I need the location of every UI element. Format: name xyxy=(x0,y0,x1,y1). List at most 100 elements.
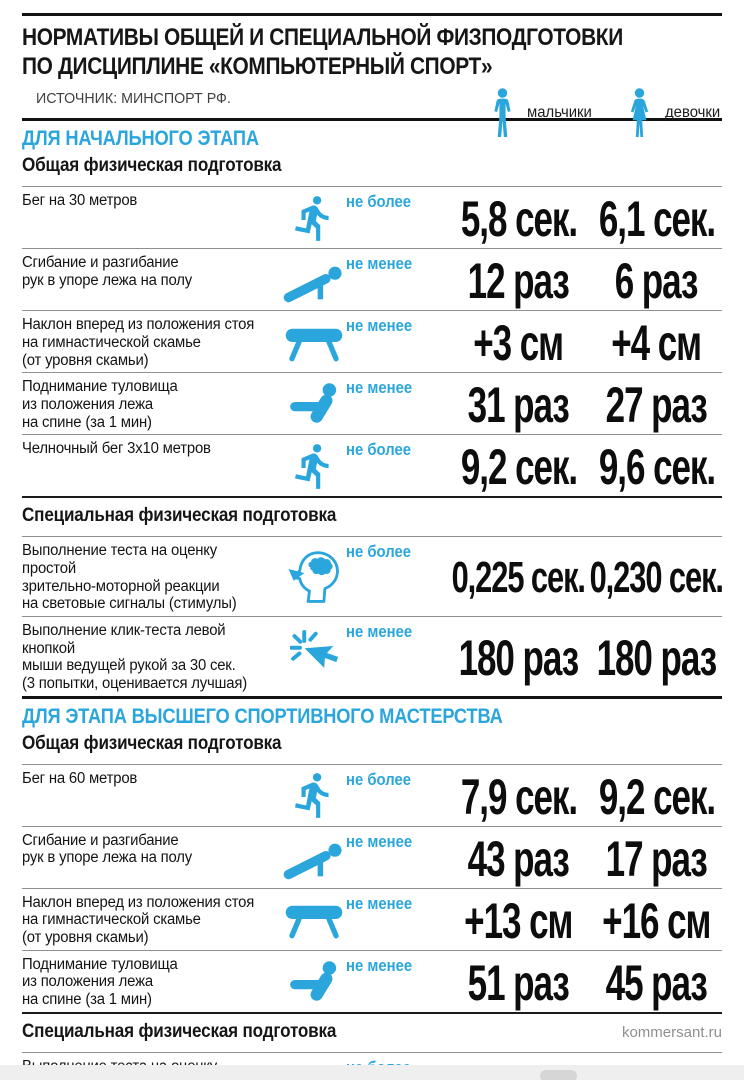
legend-boys-label: мальчики xyxy=(526,104,592,121)
section-heading-band: ДЛЯ НАЧАЛЬНОГО ЭТАПА xyxy=(22,121,722,152)
girls-value: +16 см xyxy=(602,892,711,949)
exercise-label: Бег на 60 метров xyxy=(22,769,138,787)
threshold-label: не менее xyxy=(346,894,413,913)
girls-value: 17 раз xyxy=(605,830,708,887)
threshold-label: не более xyxy=(346,770,411,789)
watermark: kommersant.ru xyxy=(621,1023,722,1041)
girls-value: 9,2 сек. xyxy=(598,768,715,825)
norms-table: ДЛЯ НАЧАЛЬНОГО ЭТАПА Общая физическая по… xyxy=(0,118,744,1080)
table-row: Сгибание и разгибание рук в упоре лежа на… xyxy=(22,825,722,888)
exercise-icon-cell xyxy=(282,765,346,826)
boys-value: 0,225 сек. xyxy=(451,553,586,603)
title-line-2: ПО ДИСЦИПЛИНЕ «КОМПЬЮТЕРНЫЙ СПОРТ» xyxy=(22,52,493,80)
page-title: НОРМАТИВЫ ОБЩЕЙ И СПЕЦИАЛЬНОЙ ФИЗПОДГОТО… xyxy=(22,24,722,110)
girls-value: 6 раз xyxy=(615,253,699,310)
threshold-label: не менее xyxy=(346,832,413,851)
threshold-label: не более xyxy=(346,441,411,460)
title-line-1: НОРМАТИВЫ ОБЩЕЙ И СПЕЦИАЛЬНОЙ ФИЗПОДГОТО… xyxy=(22,24,623,51)
boys-value: 12 раз xyxy=(467,253,570,310)
runner-icon xyxy=(289,193,339,243)
girls-value: 45 раз xyxy=(605,954,708,1011)
girls-value: 180 раз xyxy=(596,629,717,686)
legend-boys: мальчики xyxy=(487,88,597,138)
exercise-label: Поднимание туловища из положения лежа на с… xyxy=(22,955,178,1009)
exercise-label: Наклон вперед из положения стоя на гимнас… xyxy=(22,893,255,947)
group-subheading: Общая физическая подготовка xyxy=(22,732,282,754)
section: ДЛЯ НАЧАЛЬНОГО ЭТАПА Общая физическая по… xyxy=(22,118,724,696)
girls-value: 6,1 сек. xyxy=(598,191,715,248)
exercise-label: Выполнение клик-теста левой кнопкой мыши … xyxy=(22,622,248,693)
boys-value: 9,2 сек. xyxy=(460,439,577,496)
exercise-label: Сгибание и разгибание рук в упоре лежа на… xyxy=(22,254,192,290)
threshold-label: не менее xyxy=(346,317,413,336)
exercise-icon-cell xyxy=(282,951,346,1012)
boys-value: +13 см xyxy=(464,892,573,949)
exercise-label: Челночный бег 3х10 метров xyxy=(22,440,211,458)
exercise-icon-cell xyxy=(282,889,346,950)
top-divider xyxy=(22,13,722,16)
male-figure-icon xyxy=(487,88,518,138)
section-heading: ДЛЯ ЭТАПА ВЫСШЕГО СПОРТИВНОГО МАСТЕРСТВА xyxy=(22,704,503,728)
exercise-icon-cell xyxy=(282,537,346,616)
exercise-group: Общая физическая подготовка Бег на 30 ме… xyxy=(22,152,722,496)
threshold-label: не менее xyxy=(346,379,413,398)
runner-icon xyxy=(289,770,339,820)
situp-icon xyxy=(289,960,339,1003)
table-row: Наклон вперед из положения стоя на гимнас… xyxy=(22,887,722,950)
exercise-label: Сгибание и разгибание рук в упоре лежа на… xyxy=(22,831,192,867)
runner-icon xyxy=(289,441,339,491)
header: НОРМАТИВЫ ОБЩЕЙ И СПЕЦИАЛЬНОЙ ФИЗПОДГОТО… xyxy=(22,24,722,110)
exercise-label: Наклон вперед из положения стоя на гимнас… xyxy=(22,316,255,369)
exercise-icon-cell xyxy=(282,827,346,888)
threshold-label: не менее xyxy=(346,956,413,975)
exercise-icon-cell xyxy=(282,617,346,696)
exercise-group: Общая физическая подготовка Бег на 60 ме… xyxy=(22,730,722,1012)
table-row: Наклон вперед из положения стоя на гимнас… xyxy=(22,310,722,372)
reaction-icon xyxy=(286,550,343,604)
threshold-label: не более xyxy=(346,543,411,562)
threshold-label: не менее xyxy=(346,623,413,642)
group-subheading: Общая физическая подготовка xyxy=(22,155,282,177)
legend-girls: девочки xyxy=(623,88,724,138)
group-subheading: Специальная физическая подготовка xyxy=(22,1020,337,1042)
exercise-icon-cell xyxy=(282,249,346,310)
legend: мальчики девочки xyxy=(487,88,724,138)
exercise-label: Бег на 30 метров xyxy=(22,192,138,210)
boys-value: 31 раз xyxy=(467,377,570,434)
section: ДЛЯ ЭТАПА ВЫСШЕГО СПОРТИВНОГО МАСТЕРСТВА… xyxy=(22,695,724,1080)
girls-value: 9,6 сек. xyxy=(598,439,715,496)
exercise-icon-cell xyxy=(282,435,346,496)
legend-girls-label: девочки xyxy=(664,104,720,121)
threshold-label: не менее xyxy=(346,255,413,274)
click-icon xyxy=(290,630,338,682)
bench-icon xyxy=(284,322,344,362)
exercise-icon-cell xyxy=(282,373,346,434)
exercise-icon-cell xyxy=(282,187,346,248)
boys-value: +3 см xyxy=(473,315,565,372)
table-row: Бег на 30 метров не более 5,8 сек. 6,1 с… xyxy=(22,186,722,248)
group-subheading: Специальная физическая подготовка xyxy=(22,505,337,527)
bench-icon xyxy=(284,899,344,939)
table-row: Челночный бег 3х10 метров не более 9,2 с… xyxy=(22,434,722,496)
girls-value: +4 см xyxy=(611,315,703,372)
girls-value: 27 раз xyxy=(605,377,708,434)
table-row: Поднимание туловища из положения лежа на с… xyxy=(22,372,722,434)
girls-value: 0,230 сек. xyxy=(589,553,724,603)
table-row: Бег на 60 метров не более 7,9 сек. 9,2 с… xyxy=(22,763,722,826)
boys-value: 7,9 сек. xyxy=(460,768,577,825)
table-row: Сгибание и разгибание рук в упоре лежа на… xyxy=(22,248,722,310)
section-heading-band: ДЛЯ ЭТАПА ВЫСШЕГО СПОРТИВНОГО МАСТЕРСТВА xyxy=(22,699,722,730)
boys-value: 180 раз xyxy=(458,629,579,686)
situp-icon xyxy=(289,382,339,425)
boys-value: 51 раз xyxy=(467,954,570,1011)
threshold-label: не более xyxy=(346,193,411,212)
pushup-icon xyxy=(283,837,345,881)
exercise-icon-cell xyxy=(282,311,346,372)
female-figure-icon xyxy=(623,88,656,138)
boys-value: 43 раз xyxy=(467,830,570,887)
source-note: ИСТОЧНИК: МИНСПОРТ РФ. xyxy=(36,89,231,107)
bottom-strip xyxy=(0,1065,744,1080)
